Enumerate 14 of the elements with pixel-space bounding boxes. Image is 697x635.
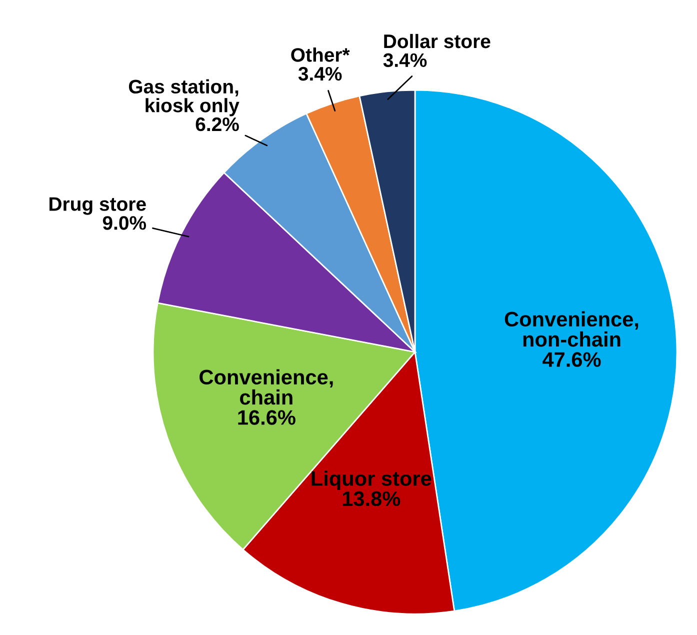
data-label: 3.4% bbox=[383, 53, 427, 68]
data-label: 13.8% bbox=[342, 491, 400, 506]
data-label: 3.4% bbox=[298, 66, 342, 81]
slice-label: Dollar store bbox=[384, 34, 490, 48]
slice-label: Liquor store bbox=[312, 470, 432, 490]
slice-label: Drug store bbox=[50, 197, 146, 215]
data-label: 16.6% bbox=[238, 410, 296, 425]
data-label: 47.6% bbox=[542, 352, 601, 367]
slice-label: Gas station, kiosk only bbox=[128, 79, 240, 116]
data-label: 9.0% bbox=[102, 216, 146, 230]
slice-label: Convenience, non-chain bbox=[504, 311, 638, 347]
data-label: 6.2% bbox=[196, 117, 239, 132]
slice-label: Other* bbox=[291, 48, 350, 62]
slice-label: Convenience, chain bbox=[200, 369, 333, 405]
